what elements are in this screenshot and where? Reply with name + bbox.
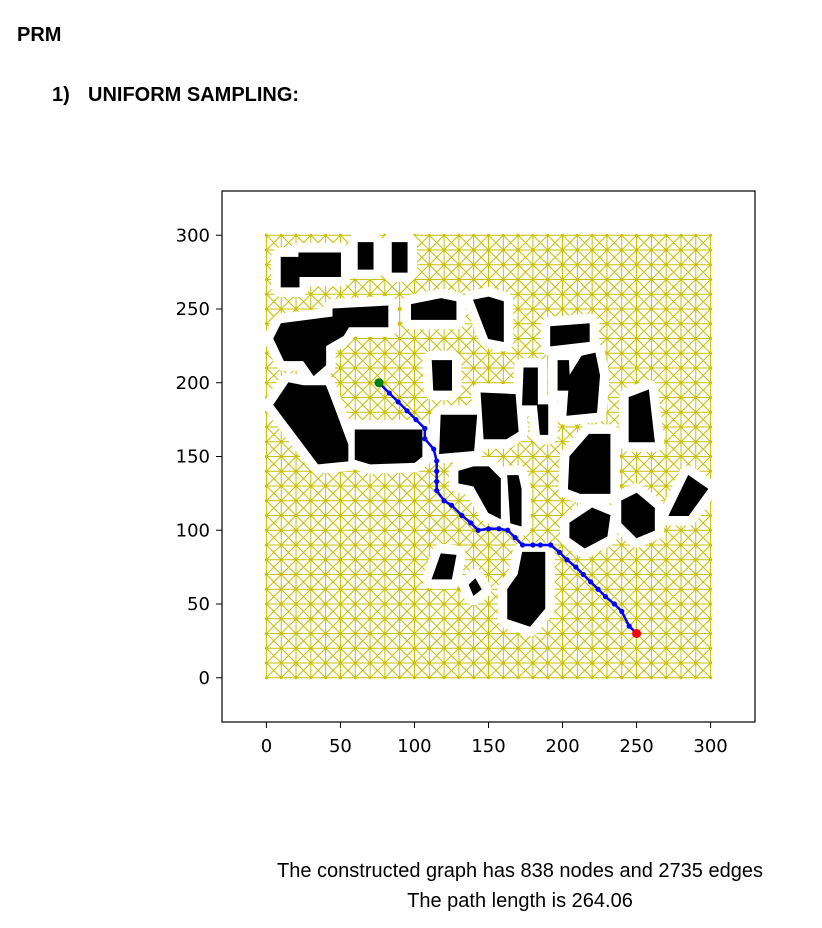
path-waypoint-29 [588,579,594,585]
path-waypoint-31 [602,594,609,600]
obstacle-1 [354,429,423,465]
path-waypoint-6 [422,436,428,442]
path-waypoint-20 [512,535,518,541]
y-tick-label: 250 [176,299,210,320]
x-tick-label: 250 [619,736,653,757]
y-tick-label: 150 [176,447,210,468]
path-waypoint-25 [556,549,563,555]
prm-plot: 0 50 100 150 200 250 300 0 50 100 150 200 250 300 [176,190,756,757]
shortest-path [376,380,640,637]
obstacle-27 [391,242,408,273]
obstacle-26 [357,242,374,270]
obstacle-14 [536,404,549,435]
y-tick-label: 0 [199,668,210,689]
x-tick-label: 150 [471,736,505,757]
obstacle-11 [567,433,611,494]
obstacle-6 [431,553,457,580]
path-waypoint-9 [434,468,440,474]
obstacle-5 [507,551,546,627]
path-waypoint-33 [619,608,625,614]
obstacle-2 [439,414,478,455]
path-waypoint-18 [496,526,502,532]
obstacle-16 [566,352,601,416]
obstacle-17 [557,360,571,391]
path-waypoint-27 [573,564,579,570]
obstacle-20 [473,296,504,343]
path-waypoint-12 [441,498,447,504]
path-waypoint-30 [595,586,601,592]
path-waypoint-1 [386,390,392,396]
path-waypoint-13 [448,502,455,508]
goal-point [632,629,642,638]
obstacle-24 [280,256,300,288]
obstacle-19 [431,360,452,391]
path-waypoint-22 [530,542,536,548]
path-waypoint-16 [475,527,481,533]
obstacle-22 [273,315,354,377]
roadmap-nodes [264,233,713,680]
axis-ticks: 0 50 100 150 200 250 300 0 50 100 150 200 250 300 [176,225,728,757]
graph-stats-text: The constructed graph has 838 nodes and … [277,860,763,882]
section-heading: 1) UNIFORM SAMPLING: [52,84,299,107]
roadmap-node-dots [264,233,713,680]
obstacle-7 [468,578,482,596]
path-length-text: The path length is 264.06 [407,890,633,912]
path-waypoint-3 [404,408,410,414]
path-waypoint-10 [434,478,440,485]
obstacle-15 [522,367,538,406]
y-tick-label: 300 [176,225,210,246]
x-tick-label: 100 [397,736,431,757]
obstacles [273,242,709,627]
path-waypoint-17 [485,526,492,532]
obstacle-10 [668,474,709,516]
section-number: 1) [52,84,70,106]
path-waypoint-32 [611,601,617,607]
start-point [374,378,384,388]
obstacle-13 [480,392,519,440]
path-waypoint-8 [434,458,440,464]
obstacle-21 [411,298,457,320]
path-waypoint-26 [564,557,570,563]
path-waypoint-14 [459,512,465,519]
obstacle-8 [569,507,611,549]
obstacle-25 [298,252,341,278]
page-heading: PRM [17,24,62,46]
x-tick-label: 200 [545,736,579,757]
path-waypoint-2 [395,399,401,405]
obstacle-9 [621,492,655,539]
path-waypoint-15 [468,520,474,526]
obstacle-12 [628,389,655,443]
path-waypoint-24 [548,542,554,548]
y-tick-label: 200 [176,373,210,394]
obstacle-18 [550,323,590,347]
section-title: UNIFORM SAMPLING: [88,84,300,106]
path-waypoint-19 [505,527,511,533]
y-tick-label: 50 [187,594,210,615]
obstacle-3 [458,466,501,520]
path-waypoint-23 [537,542,543,548]
path-waypoint-34 [626,623,632,629]
obstacle-23 [332,305,389,328]
x-tick-label: 300 [693,736,727,757]
obstacle-4 [507,475,522,527]
x-tick-label: 50 [329,736,352,757]
y-tick-label: 100 [176,520,210,541]
obstacle-0 [273,382,349,465]
path-waypoint-28 [580,571,586,578]
x-tick-label: 0 [261,736,272,757]
path-waypoint-4 [413,417,419,423]
path-waypoint-11 [434,487,440,494]
path-waypoint-7 [431,446,437,452]
path-waypoint-5 [422,425,428,432]
path-waypoint-21 [519,542,526,548]
